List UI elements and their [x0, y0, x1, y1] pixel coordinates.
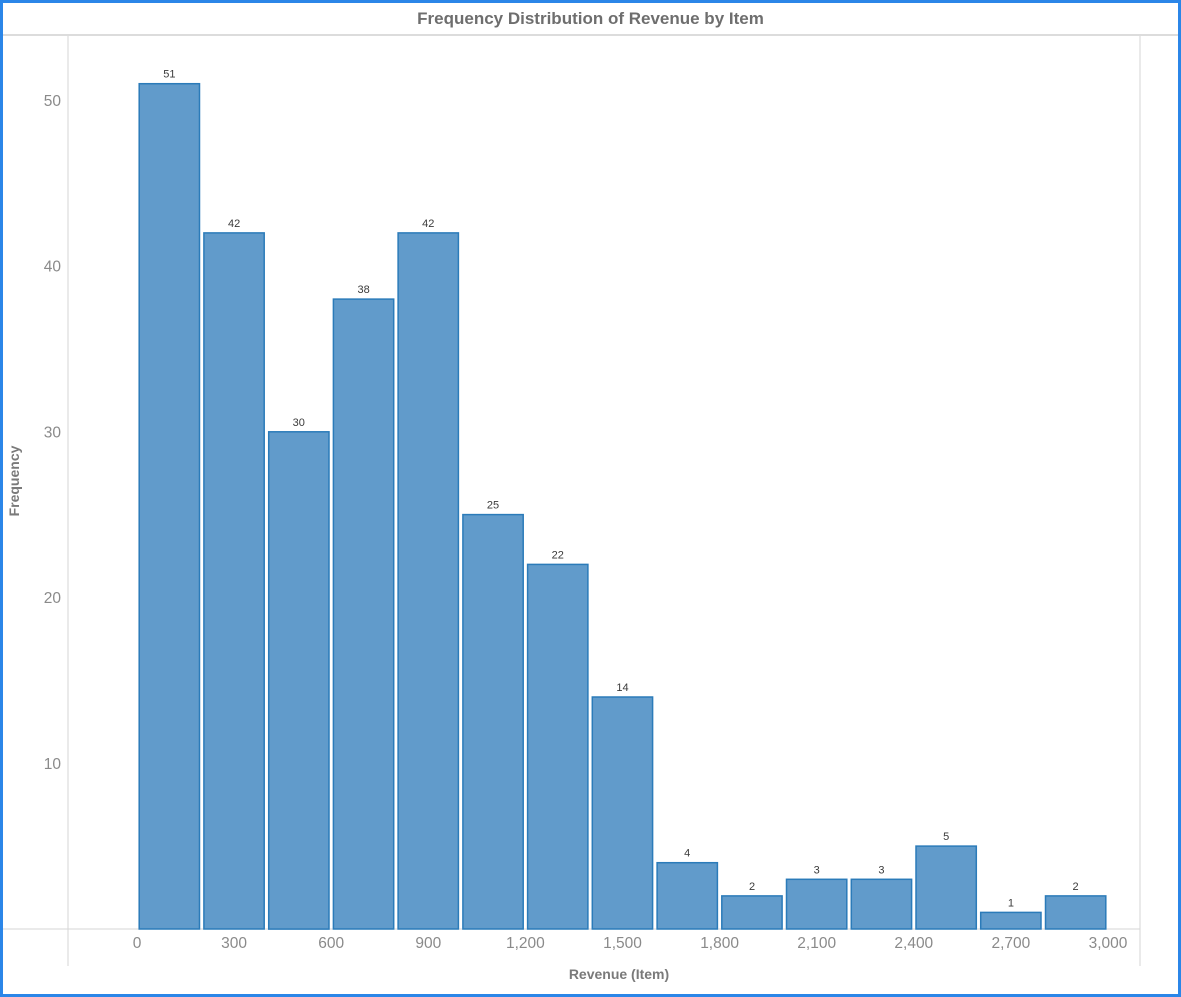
- histogram-bar[interactable]: [850, 878, 913, 930]
- y-tick-label: 30: [44, 424, 62, 441]
- histogram-bar[interactable]: [397, 232, 460, 930]
- histogram-bar[interactable]: [721, 895, 783, 930]
- histogram-bar[interactable]: [138, 82, 201, 930]
- histogram-bar[interactable]: [915, 845, 978, 930]
- y-tick-label: 50: [44, 93, 62, 110]
- y-tick-labels: 10 20 30 40 50: [44, 93, 62, 773]
- bar-value-label: 22: [552, 549, 564, 561]
- bar-value-label: 2: [749, 881, 755, 893]
- bar-value-label: 30: [293, 417, 305, 429]
- bar-value-label: 14: [616, 682, 628, 694]
- histogram-bar[interactable]: [1044, 895, 1107, 930]
- bar-value-label: 51: [163, 69, 175, 81]
- chart-title: Frequency Distribution of Revenue by Ite…: [417, 9, 764, 28]
- histogram-bar[interactable]: [462, 513, 524, 930]
- x-tick-label: 600: [318, 935, 344, 952]
- x-tick-label: 900: [415, 935, 441, 952]
- y-tick-label: 20: [44, 590, 62, 607]
- x-tick-label: 300: [221, 935, 247, 952]
- histogram-bar[interactable]: [526, 563, 589, 930]
- x-tick-label: 2,400: [894, 935, 933, 952]
- x-tick-label: 0: [133, 935, 142, 952]
- bar-value-label: 42: [228, 218, 240, 230]
- bars: [138, 82, 1107, 930]
- histogram-bar[interactable]: [656, 861, 719, 930]
- x-tick-label: 1,200: [506, 935, 545, 952]
- bar-value-label: 4: [684, 848, 690, 860]
- histogram-bar[interactable]: [332, 298, 395, 930]
- x-tick-label: 1,500: [603, 935, 642, 952]
- y-tick-label: 40: [44, 259, 62, 276]
- histogram-bar[interactable]: [267, 431, 330, 930]
- bar-value-label: 5: [943, 831, 949, 843]
- bar-value-label: 2: [1073, 881, 1079, 893]
- chart-title-bar: Frequency Distribution of Revenue by Ite…: [3, 3, 1178, 36]
- x-tick-label: 3,000: [1089, 935, 1128, 952]
- bar-value-label: 1: [1008, 897, 1014, 909]
- x-tick-labels: 0 300 600 900 1,200 1,500 1,800 2,100 2,400 2,700…: [133, 935, 1128, 952]
- bar-value-label: 42: [422, 218, 434, 230]
- histogram-bar[interactable]: [979, 911, 1042, 930]
- x-tick-label: 2,700: [992, 935, 1031, 952]
- y-tick-label: 10: [44, 756, 62, 773]
- histogram-bar[interactable]: [203, 232, 265, 930]
- histogram-bar[interactable]: [591, 696, 654, 930]
- x-tick-label: 2,100: [797, 935, 836, 952]
- bar-value-label: 3: [814, 864, 820, 876]
- y-axis-title: Frequency: [6, 445, 22, 516]
- x-axis-title: Revenue (Item): [569, 966, 669, 982]
- bar-value-label: 3: [878, 864, 884, 876]
- bar-value-label: 38: [357, 284, 369, 296]
- x-tick-label: 1,800: [700, 935, 739, 952]
- histogram-bar[interactable]: [785, 878, 848, 930]
- bar-value-label: 25: [487, 500, 499, 512]
